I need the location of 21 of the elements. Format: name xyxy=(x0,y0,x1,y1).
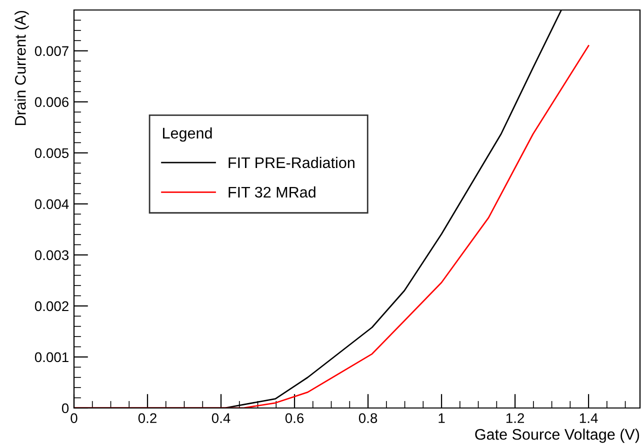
x-tick-label: 1.2 xyxy=(506,413,524,423)
x-tick-label: 1 xyxy=(438,413,445,423)
y-tick-label: 0.005 xyxy=(34,148,69,158)
x-tick-label: 0.8 xyxy=(358,413,378,424)
legend-label: FIT PRE-Radiation xyxy=(228,156,354,168)
x-tick-label: 1.4 xyxy=(580,413,598,423)
x-tick-label: 0 xyxy=(70,413,78,424)
x-tick-label: 0.4 xyxy=(212,413,230,424)
y-tick-label: 0.004 xyxy=(34,199,69,210)
x-axis-title: Gate Source Voltage (V) xyxy=(475,428,640,443)
y-tick-label: 0.003 xyxy=(34,250,69,260)
x-tick-label: 0.2 xyxy=(138,413,156,424)
y-tick-label: 0 xyxy=(62,403,69,414)
x-tick-label: 0.6 xyxy=(285,413,304,424)
y-tick-label: 0.007 xyxy=(34,46,68,56)
legend-title: Legend xyxy=(163,127,212,142)
y-tick-label: 0.006 xyxy=(34,97,69,108)
y-axis-title: Drain Current (A) xyxy=(14,10,29,126)
y-tick-label: 0.001 xyxy=(34,352,68,362)
y-tick-label: 0.002 xyxy=(34,301,68,312)
legend-label: FIT 32 MRad xyxy=(228,186,316,198)
